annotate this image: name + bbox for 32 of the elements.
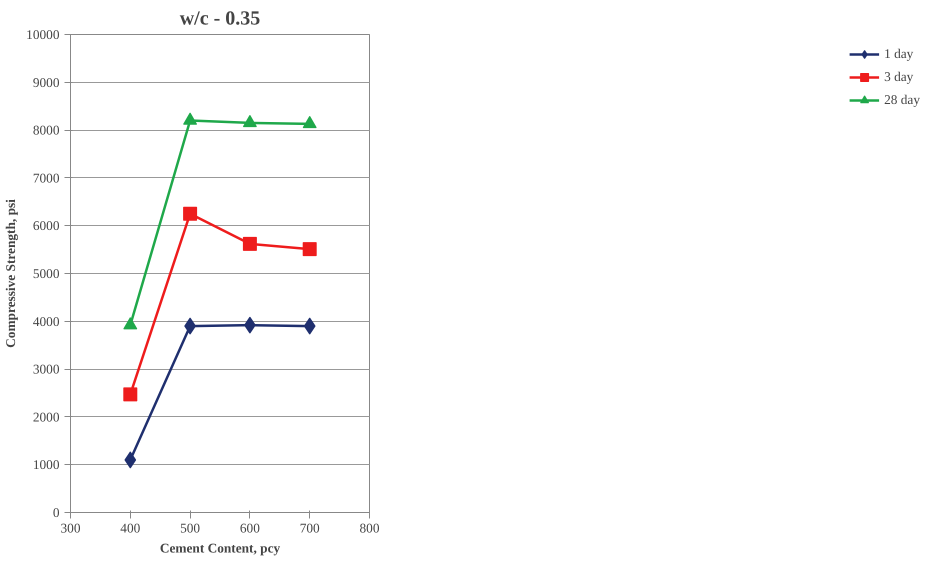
- legend-label: 1 day: [884, 46, 914, 62]
- x-axis-title: Cement Content, pcy: [160, 540, 280, 556]
- y-tick-label: 2000: [32, 409, 60, 424]
- point: [304, 318, 316, 335]
- y-tick-label: 1000: [32, 457, 60, 472]
- y-tick-label: 6000: [32, 218, 60, 234]
- x-tick-label: 500: [180, 520, 200, 536]
- point: [302, 242, 317, 256]
- x-tick-label: 600: [240, 520, 260, 536]
- x-tick-label: 400: [120, 520, 141, 536]
- y-axis-title: Compressive Strength, psi: [3, 198, 18, 348]
- point: [123, 387, 138, 402]
- x-tick-label: 700: [300, 520, 320, 536]
- y-tick-label: 10000: [26, 27, 60, 42]
- legend-label: 28 day: [884, 92, 920, 108]
- y-tick-label: 9000: [32, 74, 60, 90]
- y-tick-label: 3000: [32, 362, 60, 377]
- y-tick-label: 0: [52, 505, 60, 520]
- point: [302, 116, 317, 128]
- point: [183, 206, 198, 221]
- point: [124, 451, 136, 468]
- point: [183, 112, 198, 125]
- y-tick-label: 8000: [32, 122, 60, 138]
- legend-label: 3 day: [884, 69, 914, 85]
- point: [242, 114, 257, 128]
- x-tick-label: 800: [360, 520, 380, 536]
- y-tick-label: 5000: [32, 266, 60, 281]
- x-tick-label: 300: [60, 520, 81, 536]
- y-tick-label: 7000: [32, 170, 60, 186]
- y-tick-label: 4000: [32, 314, 60, 329]
- point: [242, 236, 257, 251]
- chart-title: w/c - 0.35: [180, 8, 260, 30]
